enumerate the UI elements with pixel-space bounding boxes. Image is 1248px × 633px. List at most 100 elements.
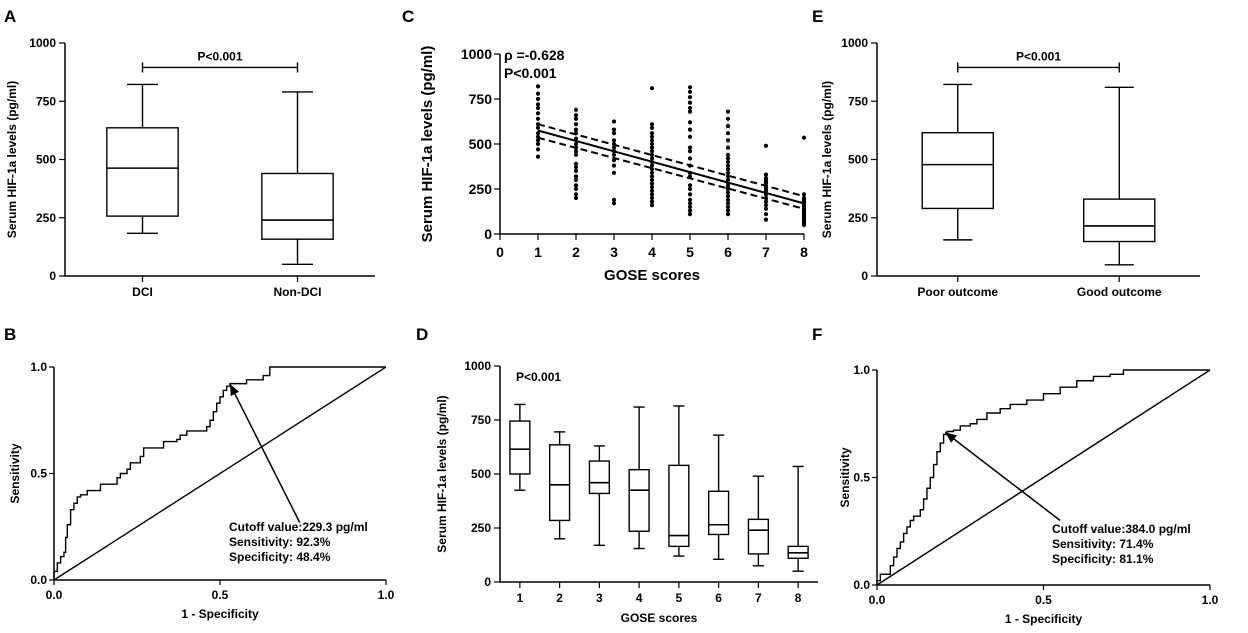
data-point: [687, 109, 693, 114]
data-point: [687, 204, 693, 210]
data-point: [725, 116, 731, 121]
y-tick-label: 500: [36, 153, 56, 167]
box-8: [787, 465, 809, 572]
panel-d-boxplot: 0 250 500 750 1000 Serum HIF-1a levels (pg/ml…: [435, 359, 818, 625]
data-point: [535, 154, 541, 159]
data-point: [763, 217, 769, 222]
x-axis-label: GOSE scores: [621, 611, 698, 625]
data-point: [763, 212, 769, 217]
y-axis-label: Sensitivity: [838, 447, 852, 507]
y-tick-label: 0: [484, 226, 492, 242]
data-point: [763, 206, 769, 211]
y-tick-label: 1000: [29, 36, 56, 50]
data-point: [649, 149, 655, 154]
data-point: [535, 111, 541, 116]
roc-curve: [876, 369, 1210, 585]
reference-diagonal: [53, 366, 387, 581]
y-tick-label: 1.0: [853, 363, 870, 377]
data-point: [649, 141, 655, 147]
data-point: [573, 127, 579, 132]
box-4: [628, 406, 650, 550]
data-point: [725, 138, 731, 143]
data-point: [535, 141, 541, 147]
data-point: [573, 152, 579, 157]
x-category-label: 2: [556, 591, 563, 605]
data-point: [687, 127, 693, 132]
box-1: [509, 403, 531, 491]
data-point: [649, 203, 655, 208]
data-point: [535, 91, 541, 96]
data-point: [573, 122, 579, 127]
data-point: [763, 172, 769, 177]
panel-label-d: D: [416, 325, 428, 344]
reference-diagonal: [876, 369, 1211, 586]
x-category-label: 6: [715, 591, 722, 605]
cutoff-annotation-line: Specificity: 81.1%: [1052, 552, 1154, 566]
x-category-label: Good outcome: [1077, 285, 1162, 299]
data-point: [573, 149, 579, 154]
data-point: [687, 105, 693, 111]
data-point: [535, 147, 541, 152]
data-point: [687, 149, 693, 154]
x-tick-label: 0: [496, 244, 504, 260]
data-point: [573, 183, 579, 188]
y-tick-label: 0.5: [30, 467, 47, 481]
data-point: [649, 185, 655, 190]
data-point: [725, 194, 731, 199]
correlation-rho: ρ =-0.628: [504, 47, 565, 63]
data-point: [649, 122, 655, 127]
data-point: [801, 135, 807, 140]
box-2: [1083, 86, 1156, 266]
y-tick-label: 0: [861, 269, 868, 283]
significance-label: P<0.001: [516, 370, 561, 384]
box-2: [261, 91, 334, 266]
iqr-box: [1083, 198, 1156, 243]
x-tick-label: 5: [686, 244, 694, 260]
y-tick-label: 250: [471, 521, 491, 535]
data-point: [725, 208, 731, 213]
x-category-label: 1: [517, 591, 524, 605]
y-tick-label: 750: [469, 91, 493, 107]
y-tick-label: 1.0: [30, 360, 47, 374]
data-point: [573, 195, 579, 201]
y-tick-label: 500: [848, 153, 868, 167]
y-axis-label: Serum HIF-1a levels (pg/ml): [419, 46, 436, 243]
x-axis-label: GOSE scores: [604, 267, 700, 284]
data-point: [573, 186, 579, 192]
x-tick-label: 4: [648, 244, 656, 260]
x-category-label: 7: [755, 591, 762, 605]
box-5: [668, 405, 690, 557]
data-point: [687, 186, 693, 192]
data-point: [649, 188, 655, 193]
data-point: [535, 102, 541, 107]
data-point: [725, 177, 731, 183]
panel-label-a: A: [4, 7, 16, 26]
panel-label-c: C: [402, 7, 414, 26]
iqr-box: [707, 490, 730, 536]
y-tick-label: 500: [469, 136, 493, 152]
data-point: [573, 107, 579, 112]
data-point: [725, 186, 731, 192]
data-point: [725, 131, 731, 136]
confidence-band-lower: [537, 136, 805, 210]
data-point: [611, 138, 617, 143]
data-point: [725, 123, 731, 129]
data-point: [725, 197, 731, 202]
data-point: [725, 145, 731, 150]
data-point: [649, 125, 655, 130]
x-tick-label: 7: [762, 244, 770, 260]
iqr-box: [921, 132, 994, 210]
data-point: [649, 174, 655, 179]
scatter-points: [535, 84, 807, 228]
data-point: [649, 195, 655, 201]
confidence-band-upper: [537, 123, 805, 198]
data-point: [687, 208, 693, 213]
data-point: [763, 199, 769, 204]
panel-c-scatter: 0 250 500 750 1000 0 1 2 3 4 5 6 7 8 GOSE scores Serum …: [419, 46, 808, 284]
data-point: [649, 177, 655, 183]
data-point: [725, 156, 731, 161]
data-point: [649, 134, 655, 139]
data-point: [649, 138, 655, 143]
x-tick-label: 0.0: [869, 593, 886, 607]
